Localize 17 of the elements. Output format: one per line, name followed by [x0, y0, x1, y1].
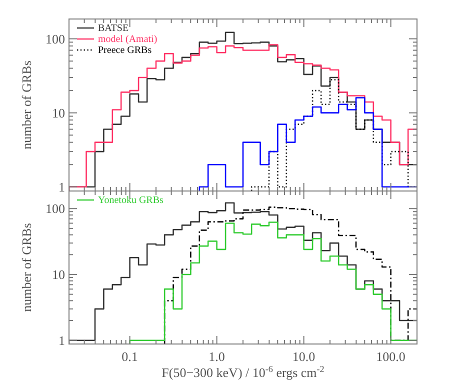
x-tick-label: 0.1: [122, 349, 138, 364]
legend-label: model (Amati): [98, 34, 158, 45]
y-tick-label: 10: [52, 105, 65, 120]
legend-label: Preece GRBs: [98, 45, 152, 56]
legend-label: Yonetoku GRBs: [98, 195, 164, 206]
y-tick-label: 1: [58, 179, 65, 194]
y-axis-title: number of GRBs: [19, 223, 34, 312]
x-tick-label: 100.0: [376, 349, 406, 364]
x-tick-label: 10.0: [292, 349, 316, 364]
x-tick-label: 1.0: [208, 349, 225, 364]
y-tick-label: 10: [52, 266, 65, 282]
y-axis-title: number of GRBs: [19, 60, 34, 150]
y-tick-label: 100: [46, 31, 65, 46]
y-tick-label: 1: [58, 332, 65, 348]
x-axis-title: F(50−300 keV) / 10$^{-6}$ ergs cm$^{-2}$: [162, 364, 325, 380]
legend-label: BATSE: [98, 23, 129, 34]
y-tick-label: 100: [46, 201, 65, 216]
